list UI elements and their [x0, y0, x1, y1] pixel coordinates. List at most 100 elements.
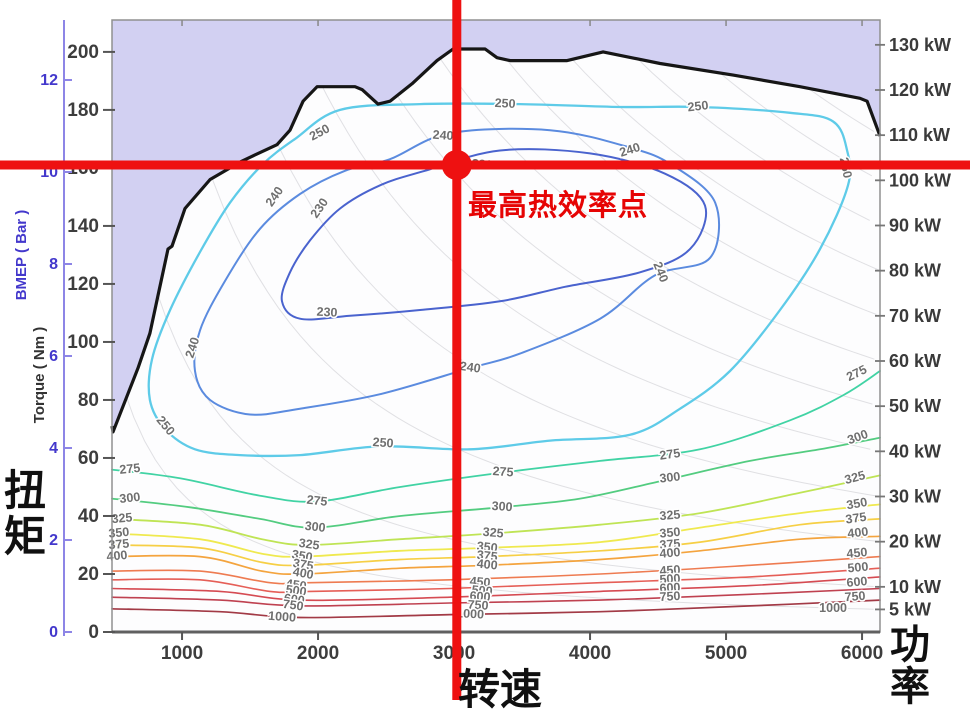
contour-label-250: 250 [372, 435, 394, 450]
torque-tick-label: 100 [67, 332, 99, 353]
contour-label-350: 350 [291, 547, 314, 564]
power-line-30kw [214, 49, 880, 497]
power-level-label: 30 kW [889, 486, 941, 506]
contour-label-750: 750 [467, 597, 489, 612]
contour-label-1000: 1000 [456, 606, 485, 621]
x-tick-label: 4000 [569, 643, 611, 664]
contour-label-450: 450 [285, 577, 308, 594]
bmep-tick-label: 6 [49, 348, 58, 365]
torque-tick-label: 0 [88, 622, 99, 643]
contour-labels: 2302302302402402402402402402502502502502… [104, 94, 871, 626]
power-level-label: 90 kW [889, 215, 941, 235]
power-level-label: 110 kW [889, 125, 950, 145]
bmep-axis-title: BMEP ( Bar ) [13, 210, 30, 301]
contour-line-750 [111, 587, 881, 607]
power-level-label: 10 kW [889, 577, 941, 597]
contour-label-500: 500 [285, 582, 308, 599]
contour-label-375: 375 [476, 548, 498, 564]
contour-label-240: 240 [459, 359, 482, 376]
contour-line-600 [111, 576, 881, 602]
contour-label-450: 450 [659, 563, 681, 578]
torque-tick-label: 40 [78, 506, 99, 527]
power-level-label: 130 kW [889, 35, 951, 55]
contour-line-400 [111, 535, 881, 576]
max-thermal-efficiency-annotation: 最高热效率点 [468, 188, 649, 222]
power-line-60kw [384, 49, 875, 360]
power-line-100kw [610, 49, 873, 177]
contour-label-1000: 1000 [819, 601, 847, 615]
contour-label-325: 325 [659, 507, 681, 523]
contour-label-750: 750 [282, 597, 305, 614]
contour-label-350: 350 [659, 525, 681, 541]
contour-label-375: 375 [845, 510, 868, 527]
power-level-label: 5 kW [889, 599, 931, 619]
power-line-20kw [158, 49, 878, 542]
power-level-label: 100 kW [889, 170, 951, 190]
contour-line-375 [111, 518, 881, 567]
contour-label-230: 230 [316, 305, 338, 320]
contour-label-275: 275 [492, 464, 514, 479]
x-tick-label: 5000 [705, 643, 747, 664]
contour-label-300: 300 [491, 499, 513, 514]
contour-label-350: 350 [476, 539, 498, 555]
torque-tick-label: 80 [78, 390, 99, 411]
power-level-label: 40 kW [889, 441, 941, 461]
contour-label-275: 275 [119, 461, 141, 477]
torque-tick-label: 200 [67, 42, 99, 63]
bsfc-contour-lines [111, 102, 881, 619]
power-level-label: 60 kW [889, 351, 941, 371]
contour-label-500: 500 [471, 583, 493, 599]
power-line-90kw [553, 49, 870, 221]
contour-line-350 [111, 503, 881, 558]
power-line-50kw [327, 49, 873, 405]
bmep-tick-label: 8 [49, 256, 58, 273]
contour-label-450: 450 [846, 545, 868, 561]
bmep-tick-label: 4 [49, 440, 58, 457]
contour-label-300: 300 [119, 490, 141, 506]
power-level-label: 120 kW [889, 80, 951, 100]
contour-label-400: 400 [847, 525, 869, 541]
power-level-label: 20 kW [889, 532, 941, 552]
speed-axis-chinese-label: 转速 [458, 665, 543, 709]
contour-label-750: 750 [844, 589, 866, 604]
contour-label-400: 400 [292, 565, 315, 582]
contour-line-325 [111, 474, 881, 546]
torque-tick-label: 140 [67, 216, 99, 237]
contour-line-1000 [111, 599, 881, 619]
contour-label-300: 300 [659, 470, 681, 486]
bmep-tick-label: 12 [40, 72, 58, 89]
power-axis-chinese-label: 功率 [890, 621, 930, 709]
max-efficiency-point-marker [441, 150, 472, 180]
crosshair-horizontal-line [0, 160, 970, 170]
contour-label-400: 400 [476, 557, 498, 573]
contour-line-500 [111, 567, 881, 594]
power-level-label: 70 kW [889, 306, 941, 326]
torque-tick-label: 180 [67, 100, 99, 121]
power-line-70kw [440, 49, 877, 315]
contour-label-600: 600 [659, 580, 681, 595]
x-tick-label: 2000 [297, 643, 339, 664]
contour-line-250 [147, 102, 852, 458]
bmep-tick-label: 2 [49, 532, 58, 549]
contour-line-450 [111, 555, 881, 585]
bmep-tick-label: 0 [49, 624, 58, 641]
contour-label-240: 240 [432, 128, 454, 143]
contour-label-500: 500 [659, 571, 681, 586]
full-load-torque-curve [110, 47, 882, 434]
contour-label-600: 600 [846, 574, 868, 590]
contour-label-275: 275 [659, 446, 682, 463]
contour-label-400: 400 [106, 548, 128, 564]
torque-axis-chinese-label: 扭矩 [4, 466, 47, 562]
contour-label-600: 600 [469, 589, 491, 604]
contour-label-250: 250 [494, 96, 516, 111]
contour-label-600: 600 [283, 591, 306, 608]
contour-label-325: 325 [298, 536, 321, 553]
contour-line-275 [111, 370, 881, 503]
torque-tick-label: 120 [67, 274, 99, 295]
x-tick-label: 1000 [161, 643, 203, 664]
contour-label-1000: 1000 [268, 609, 297, 625]
